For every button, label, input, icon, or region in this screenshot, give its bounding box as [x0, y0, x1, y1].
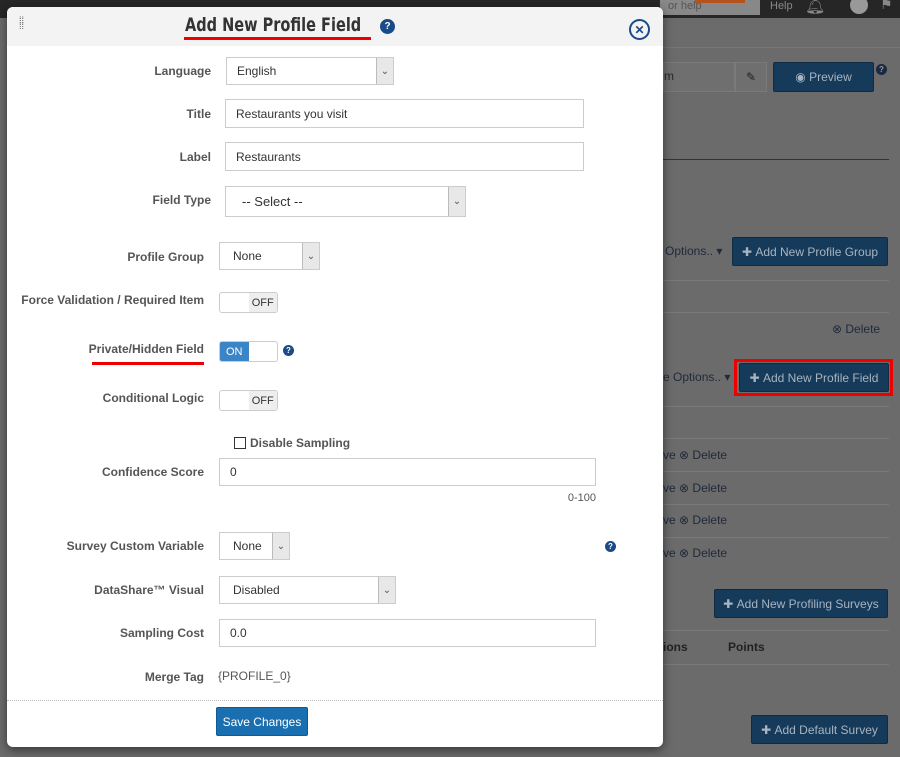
- row-actions[interactable]: ve ⊗ Delete: [663, 546, 728, 560]
- drag-handle-icon[interactable]: ⁞⁞ ⁞⁞: [19, 15, 25, 31]
- divider: [663, 280, 889, 281]
- column-header-points: Points: [728, 640, 765, 654]
- divider: [663, 47, 900, 48]
- add-profile-group-button[interactable]: ✚ Add New Profile Group: [732, 237, 888, 266]
- title-label: Title: [186, 107, 211, 121]
- preview-button[interactable]: ◉ Preview: [773, 62, 874, 92]
- accent-strip: [695, 0, 745, 3]
- title-underline: [184, 37, 371, 40]
- button-label: Add New Profile Field: [763, 370, 879, 385]
- private-hidden-label: Private/Hidden Field: [88, 342, 204, 356]
- sampling-cost-label: Sampling Cost: [119, 626, 204, 640]
- divider: [663, 438, 889, 439]
- range-hint: 0-100: [567, 492, 596, 504]
- private-hidden-toggle[interactable]: ON: [219, 341, 278, 362]
- survey-custom-variable-label: Survey Custom Variable: [66, 539, 204, 553]
- pencil-icon[interactable]: ✎: [735, 62, 767, 92]
- add-profile-field-button[interactable]: ✚ Add New Profile Field: [739, 363, 889, 392]
- add-profile-field-modal: ⁞⁞ ⁞⁞ Add New Profile Field ? ✕ Language …: [7, 7, 663, 747]
- force-validation-toggle[interactable]: OFF: [219, 292, 278, 313]
- language-select[interactable]: English ⌄: [226, 57, 394, 85]
- input-text: m: [664, 69, 674, 83]
- button-label: Add Default Survey: [774, 722, 878, 737]
- field-type-label: Field Type: [152, 193, 211, 207]
- chevron-down-icon: ⌄: [302, 243, 319, 269]
- divider: [663, 664, 889, 665]
- label-input[interactable]: Restaurants: [225, 142, 584, 171]
- help-link[interactable]: Help: [770, 0, 793, 12]
- flag-icon[interactable]: ⚑: [880, 0, 893, 12]
- column-header-options: ions: [663, 640, 688, 654]
- help-icon[interactable]: ?: [605, 541, 616, 552]
- chevron-down-icon: ⌄: [376, 58, 393, 84]
- add-profiling-surveys-button[interactable]: ✚ Add New Profiling Surveys: [714, 589, 888, 618]
- add-default-survey-button[interactable]: ✚ Add Default Survey: [751, 715, 888, 744]
- row-actions[interactable]: ve ⊗ Delete: [663, 513, 728, 527]
- divider: [663, 471, 889, 472]
- save-changes-button[interactable]: Save Changes: [216, 707, 308, 736]
- preview-label: Preview: [809, 70, 852, 84]
- language-label: Language: [154, 64, 211, 78]
- field-type-select[interactable]: -- Select -- ⌄: [225, 186, 466, 217]
- bell-icon[interactable]: 🔔︎: [805, 0, 826, 15]
- profile-group-select[interactable]: None ⌄: [219, 242, 320, 270]
- options-dropdown[interactable]: e Options.. ▾: [663, 370, 731, 384]
- avatar[interactable]: [850, 0, 868, 14]
- footer-divider: [7, 700, 663, 701]
- chevron-down-icon: ⌄: [448, 187, 465, 216]
- survey-custom-variable-select[interactable]: None ⌄: [219, 532, 290, 560]
- button-label: Add New Profiling Surveys: [736, 596, 879, 611]
- help-icon[interactable]: ?: [283, 345, 294, 356]
- search-field[interactable]: or help: [660, 0, 760, 15]
- help-icon[interactable]: ?: [876, 64, 887, 75]
- row-actions[interactable]: ve ⊗ Delete: [663, 481, 728, 495]
- eye-icon: ◉: [795, 70, 810, 84]
- merge-tag-label: Merge Tag: [144, 670, 204, 684]
- chevron-down-icon: ⌄: [272, 533, 289, 559]
- label-underline: [92, 362, 204, 365]
- divider: [663, 406, 889, 407]
- divider: [663, 630, 889, 631]
- chevron-down-icon: ⌄: [378, 577, 395, 603]
- datashare-visual-label: DataShare™ Visual: [94, 583, 204, 597]
- confidence-score-label: Confidence Score: [101, 465, 204, 479]
- sampling-cost-input[interactable]: 0.0: [219, 619, 596, 647]
- row-actions[interactable]: ve ⊗ Delete: [663, 448, 728, 462]
- divider: [663, 312, 889, 313]
- label-label: Label: [179, 150, 211, 164]
- title-input[interactable]: Restaurants you visit: [225, 99, 584, 128]
- options-dropdown[interactable]: Options.. ▾: [665, 244, 723, 258]
- search-text: or help: [668, 0, 702, 12]
- profile-group-label: Profile Group: [127, 250, 204, 264]
- divider: [663, 537, 889, 538]
- close-icon[interactable]: ✕: [629, 19, 650, 40]
- divider: [663, 504, 889, 505]
- conditional-logic-label: Conditional Logic: [102, 391, 204, 405]
- delete-link[interactable]: ⊗ Delete: [832, 322, 881, 336]
- checkbox-icon: [234, 437, 246, 449]
- button-label: Add New Profile Group: [755, 244, 879, 259]
- highlight-box: [734, 359, 893, 396]
- conditional-logic-toggle[interactable]: OFF: [219, 390, 278, 411]
- disable-sampling-checkbox[interactable]: Disable Sampling: [234, 436, 350, 450]
- modal-title: Add New Profile Field: [185, 14, 362, 36]
- help-icon[interactable]: ?: [380, 19, 395, 34]
- datashare-visual-select[interactable]: Disabled ⌄: [219, 576, 396, 604]
- divider: [663, 159, 889, 160]
- name-input[interactable]: m: [663, 62, 735, 92]
- force-validation-label: Force Validation / Required Item: [21, 293, 204, 307]
- merge-tag-value: {PROFILE_0}: [218, 669, 291, 683]
- confidence-score-input[interactable]: 0: [219, 458, 596, 486]
